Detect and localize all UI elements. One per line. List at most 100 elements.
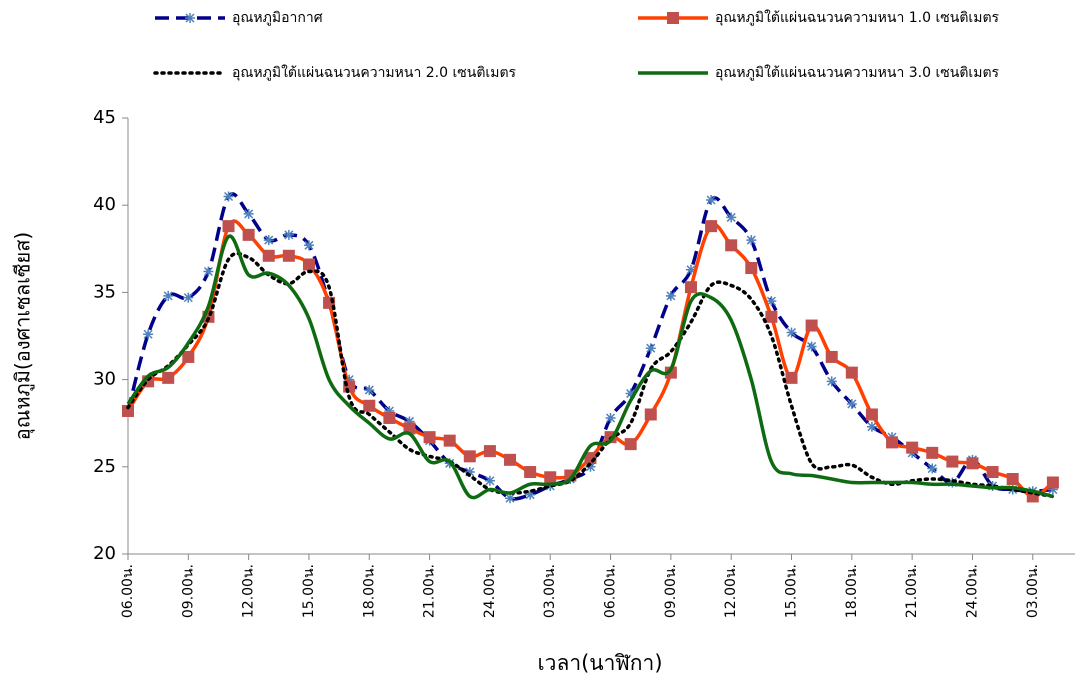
marker — [685, 264, 696, 275]
x-tick-label: 03.00น. — [1025, 564, 1041, 618]
marker — [464, 467, 475, 478]
y-tick-label: 40 — [93, 194, 116, 215]
marker — [302, 258, 315, 271]
legend-item: อุณหภูมิใต้แผ่นฉนวนความหนา 2.0 เซนติเมตร — [153, 64, 517, 81]
y-tick-label: 25 — [93, 456, 116, 477]
x-tick-label: 12.00น. — [241, 564, 257, 618]
marker — [746, 235, 757, 246]
marker — [705, 220, 718, 233]
legend-item: อุณหภูมิใต้แผ่นฉนวนความหนา 1.0 เซนติเมตร — [638, 9, 1000, 26]
marker — [706, 194, 717, 205]
marker — [625, 388, 636, 399]
marker — [766, 296, 777, 307]
x-tick-label: 12.00น. — [723, 564, 739, 618]
marker — [926, 446, 939, 459]
x-tick-label: 03.00น. — [542, 564, 558, 618]
legend-item: อุณหภูมิอากาศ — [155, 10, 323, 26]
marker — [282, 249, 295, 262]
x-tick-label: 06.00น. — [603, 564, 619, 618]
x-tick-label: 15.00น. — [301, 564, 317, 618]
marker — [203, 266, 214, 277]
marker — [303, 240, 314, 251]
marker — [826, 376, 837, 387]
marker — [726, 212, 737, 223]
legend-item: อุณหภูมิใต้แผ่นฉนวนความหนา 3.0 เซนติเมตร — [638, 64, 1000, 81]
marker — [404, 416, 415, 427]
marker — [846, 399, 857, 410]
marker — [725, 239, 738, 252]
marker — [1047, 484, 1058, 495]
marker — [544, 471, 557, 484]
marker — [805, 319, 818, 332]
marker — [364, 385, 375, 396]
marker — [825, 350, 838, 363]
legend-marker — [185, 13, 195, 23]
marker — [785, 371, 798, 384]
marker — [986, 466, 999, 479]
marker — [664, 366, 677, 379]
marker — [525, 489, 536, 500]
marker — [624, 438, 637, 451]
marker — [162, 371, 175, 384]
marker — [906, 441, 919, 454]
marker — [483, 445, 496, 458]
legend-marker — [667, 12, 679, 24]
marker — [865, 408, 878, 421]
marker — [163, 290, 174, 301]
marker — [665, 290, 676, 301]
series-line — [126, 234, 1054, 500]
marker — [605, 412, 616, 423]
marker — [143, 329, 154, 340]
x-tick-label: 09.00น. — [663, 564, 679, 618]
marker — [484, 475, 495, 486]
x-tick-label: 18.00น. — [844, 564, 860, 618]
marker — [845, 366, 858, 379]
marker — [644, 408, 657, 421]
marker — [684, 281, 697, 294]
x-tick-label: 18.00น. — [361, 564, 377, 618]
x-axis-label: เวลา(นาฬิกา) — [537, 651, 662, 675]
marker — [463, 450, 476, 463]
marker — [183, 292, 194, 303]
y-tick-label: 20 — [93, 543, 116, 564]
marker — [966, 457, 979, 470]
marker — [765, 310, 778, 323]
x-tick-label: 24.00น. — [964, 564, 980, 618]
marker — [262, 249, 275, 262]
marker — [384, 405, 395, 416]
marker — [263, 235, 274, 246]
y-tick-label: 45 — [93, 107, 116, 128]
x-tick-label: 24.00น. — [482, 564, 498, 618]
marker — [504, 453, 517, 466]
marker — [122, 404, 134, 417]
marker — [222, 220, 235, 233]
marker — [283, 229, 294, 240]
legend-label: อุณหภูมิใต้แผ่นฉนวนความหนา 2.0 เซนติเมตร — [232, 64, 517, 81]
marker — [866, 421, 877, 432]
marker — [927, 463, 938, 474]
marker — [443, 434, 456, 447]
marker — [505, 493, 516, 504]
marker — [363, 399, 376, 412]
marker — [182, 350, 195, 363]
legend-label: อุณหภูมิอากาศ — [232, 10, 323, 26]
y-axis-label: อุณหภูมิ(องศาเซลเซียส) — [11, 232, 36, 440]
marker — [1046, 476, 1059, 489]
x-tick-label: 21.00น. — [904, 564, 920, 618]
marker — [585, 461, 596, 472]
marker — [806, 341, 817, 352]
marker — [524, 466, 537, 479]
marker — [1006, 473, 1019, 486]
y-tick-label: 35 — [93, 281, 116, 302]
marker — [223, 191, 234, 202]
x-tick-label: 09.00น. — [180, 564, 196, 618]
x-tick-label: 15.00น. — [784, 564, 800, 618]
x-tick-label: 21.00น. — [422, 564, 438, 618]
legend-label: อุณหภูมิใต้แผ่นฉนวนความหนา 1.0 เซนติเมตร — [715, 9, 1000, 26]
marker — [242, 228, 255, 241]
marker — [786, 327, 797, 338]
marker — [344, 374, 355, 385]
x-tick-label: 06.00น. — [120, 564, 136, 618]
marker — [745, 261, 758, 274]
marker — [423, 431, 436, 444]
